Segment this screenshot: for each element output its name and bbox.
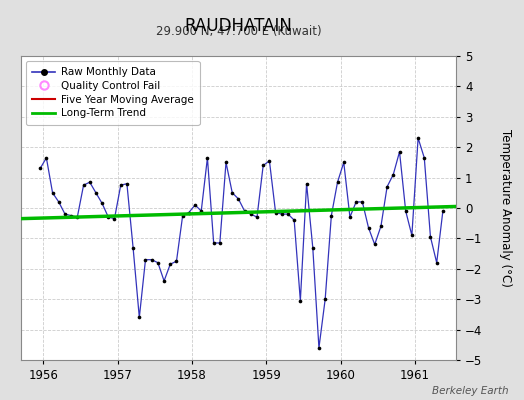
Point: [160, 278, 168, 284]
Point: [197, 208, 205, 214]
Point: [110, 216, 118, 222]
Text: 29.900 N, 47.700 E (Kuwait): 29.900 N, 47.700 E (Kuwait): [156, 25, 321, 38]
Y-axis label: Temperature Anomaly (°C): Temperature Anomaly (°C): [499, 129, 512, 287]
Point: [104, 214, 113, 220]
Point: [241, 208, 249, 214]
Point: [210, 240, 218, 246]
Point: [116, 182, 125, 188]
Point: [228, 190, 236, 196]
Point: [123, 180, 131, 187]
Point: [271, 209, 280, 216]
Point: [203, 155, 212, 161]
Point: [135, 314, 144, 321]
Point: [395, 148, 403, 155]
Point: [302, 180, 311, 187]
Point: [222, 159, 230, 166]
Point: [358, 199, 367, 205]
Legend: Raw Monthly Data, Quality Control Fail, Five Year Moving Average, Long-Term Tren: Raw Monthly Data, Quality Control Fail, …: [26, 61, 200, 125]
Point: [42, 155, 51, 161]
Point: [61, 211, 69, 217]
Point: [166, 261, 174, 268]
Point: [408, 232, 416, 238]
Point: [420, 155, 429, 161]
Point: [129, 244, 137, 251]
Point: [184, 209, 193, 216]
Point: [253, 214, 261, 220]
Point: [265, 158, 274, 164]
Point: [278, 211, 286, 217]
Point: [290, 217, 298, 223]
Point: [98, 200, 106, 207]
Point: [191, 202, 199, 208]
Point: [414, 135, 422, 141]
Point: [364, 224, 373, 231]
Point: [73, 214, 82, 220]
Point: [36, 165, 45, 172]
Point: [259, 162, 267, 169]
Point: [92, 190, 100, 196]
Point: [67, 212, 75, 219]
Point: [141, 256, 150, 263]
Point: [172, 258, 181, 264]
Point: [432, 260, 441, 266]
Point: [389, 171, 398, 178]
Point: [327, 212, 335, 219]
Point: [383, 184, 391, 190]
Point: [315, 345, 323, 351]
Point: [401, 208, 410, 214]
Text: Berkeley Earth: Berkeley Earth: [432, 386, 508, 396]
Point: [340, 159, 348, 166]
Point: [154, 260, 162, 266]
Point: [179, 212, 187, 219]
Point: [247, 211, 255, 217]
Point: [234, 196, 243, 202]
Point: [216, 240, 224, 246]
Point: [346, 214, 354, 220]
Point: [352, 199, 361, 205]
Point: [333, 179, 342, 185]
Point: [426, 234, 434, 240]
Point: [147, 256, 156, 263]
Point: [296, 298, 304, 304]
Point: [48, 190, 57, 196]
Point: [79, 182, 88, 188]
Point: [439, 208, 447, 214]
Point: [309, 244, 317, 251]
Point: [377, 223, 385, 230]
Point: [321, 296, 330, 302]
Title: RAUDHATAIN: RAUDHATAIN: [184, 17, 292, 35]
Point: [54, 199, 63, 205]
Point: [284, 211, 292, 217]
Point: [85, 179, 94, 185]
Point: [370, 241, 379, 248]
